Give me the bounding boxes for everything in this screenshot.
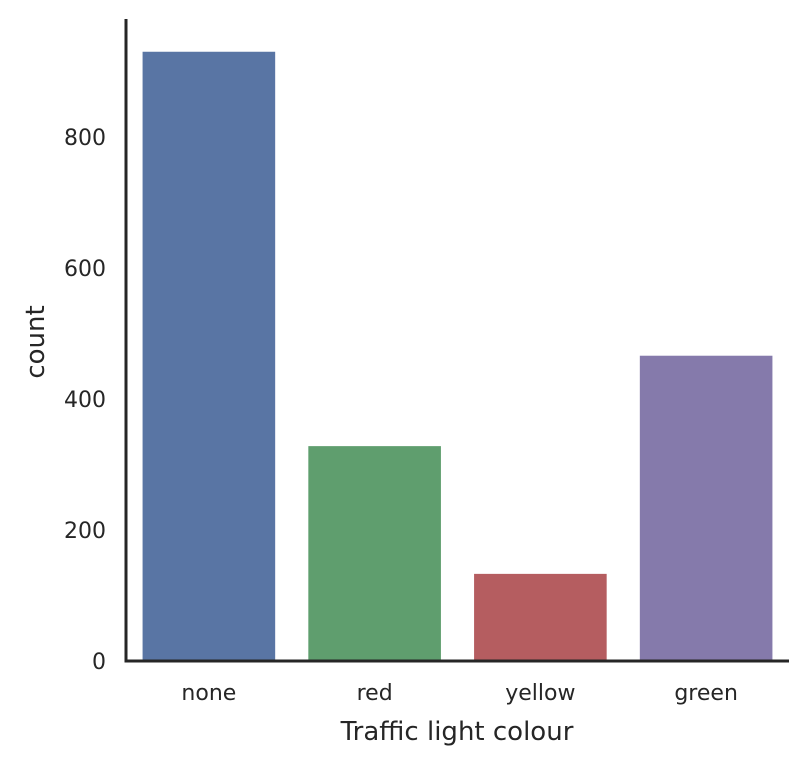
- x-axis-ticks: none red yellow green: [181, 681, 737, 706]
- bars-group: [142, 51, 773, 661]
- y-axis-label: count: [21, 305, 51, 378]
- x-tick-label-yellow: yellow: [505, 681, 575, 706]
- bar-none: [142, 51, 276, 661]
- y-tick-label-200: 200: [64, 519, 106, 544]
- x-tick-label-red: red: [357, 681, 393, 706]
- bar-green: [639, 355, 773, 661]
- bar-yellow: [474, 573, 607, 661]
- bar-red: [308, 446, 441, 661]
- x-tick-label-none: none: [181, 681, 236, 706]
- y-tick-label-0: 0: [92, 650, 106, 675]
- y-axis-ticks: 0 200 400 600 800: [64, 126, 106, 675]
- y-tick-label-600: 600: [64, 257, 106, 282]
- x-axis-label: Traffic light colour: [340, 717, 574, 747]
- x-tick-label-green: green: [674, 681, 738, 706]
- y-tick-label-400: 400: [64, 388, 106, 413]
- y-tick-label-800: 800: [64, 126, 106, 151]
